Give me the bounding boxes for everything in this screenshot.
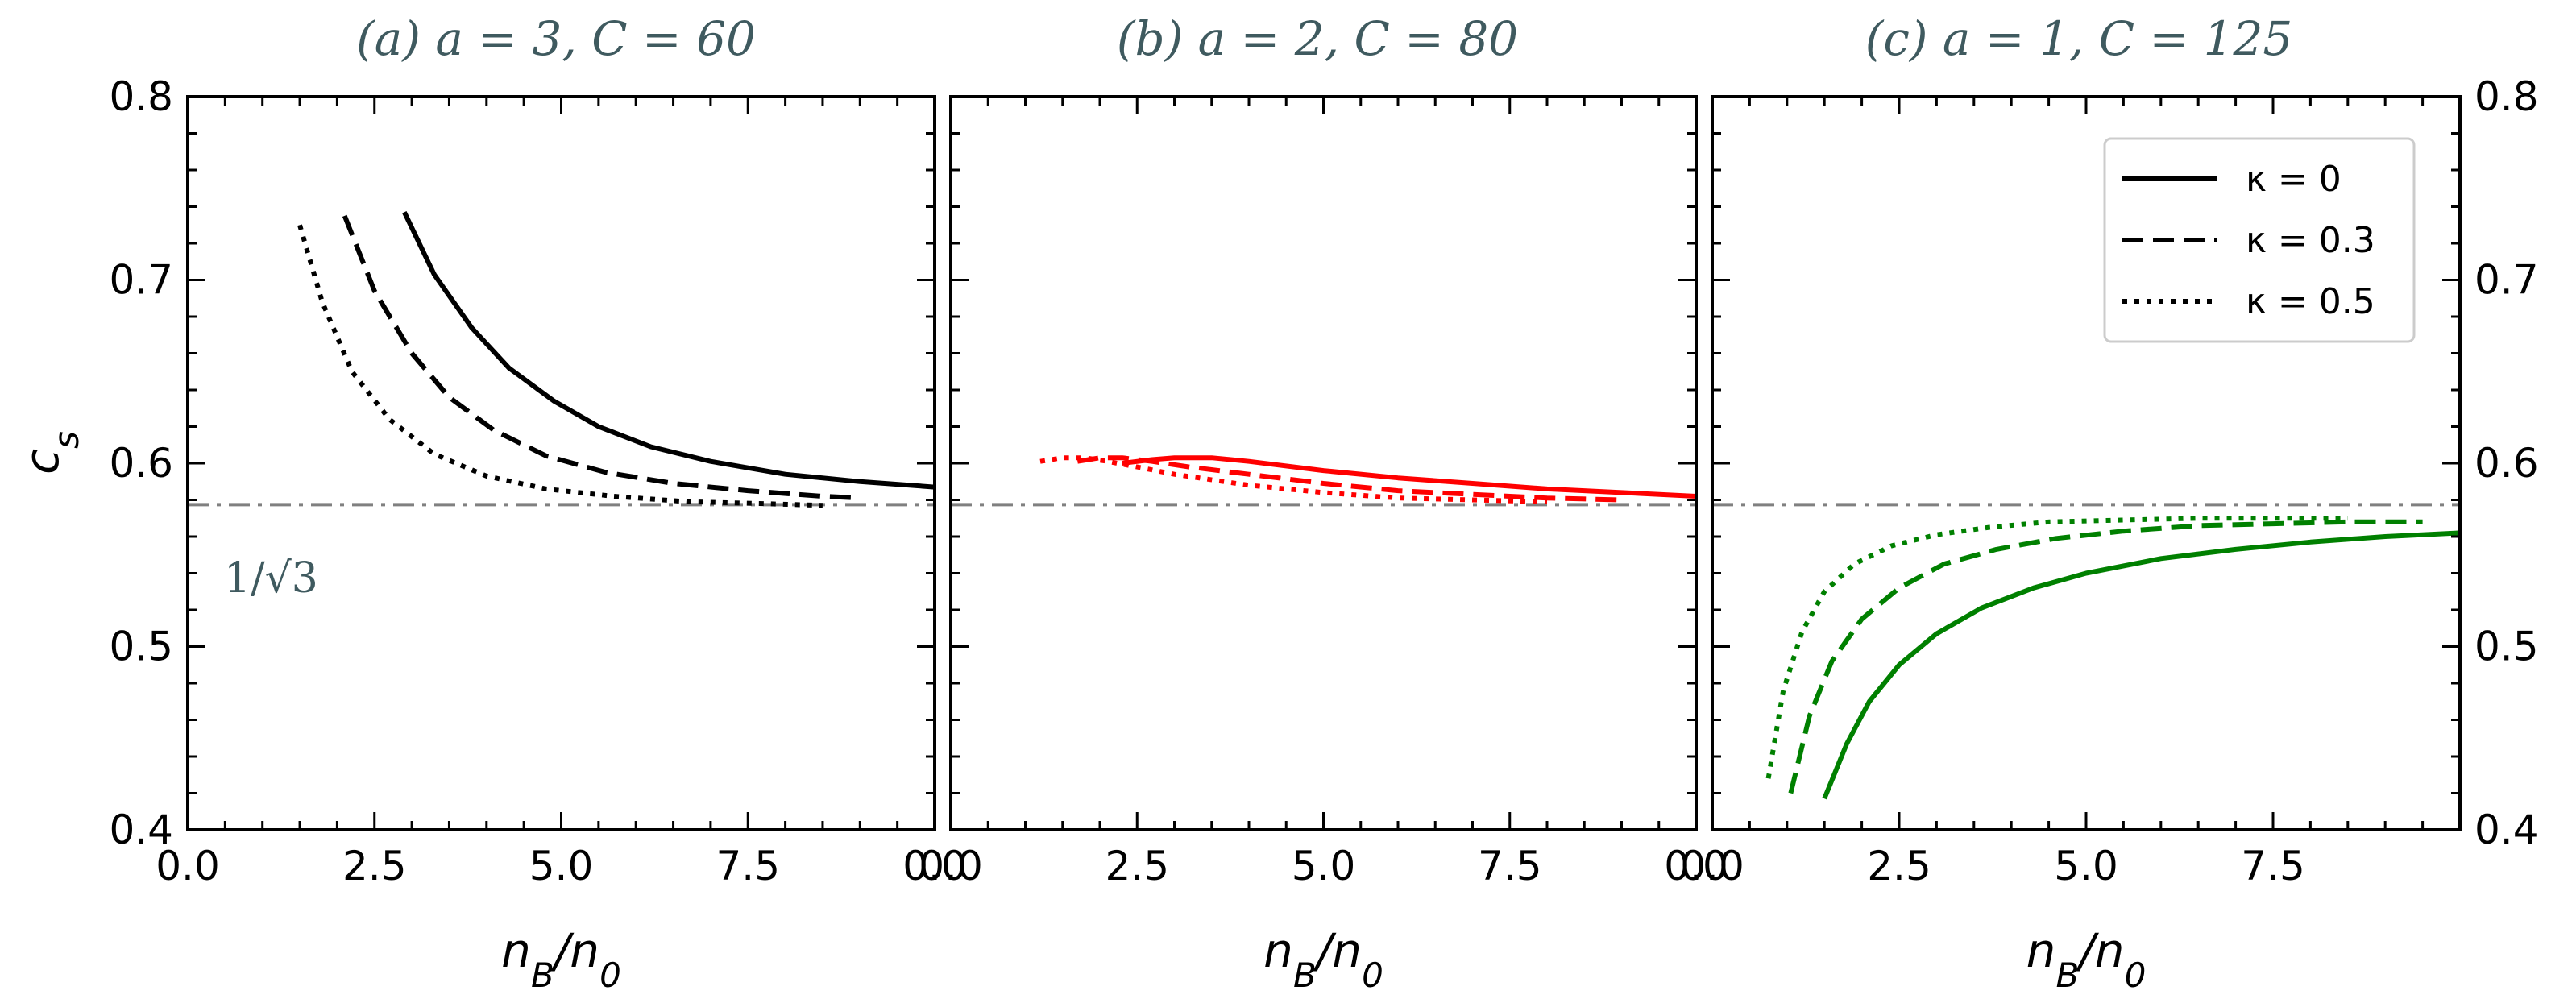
x-tick-label: 0.0 [902, 843, 967, 889]
y-tick-label-right: 0.4 [2474, 806, 2539, 853]
series-line-kappa-0 [402, 211, 935, 490]
x-tick-label: 0.0 [1680, 843, 1744, 889]
x-tick-label: 2.5 [342, 843, 407, 889]
plot-frame [949, 95, 1698, 831]
y-tick-label-right: 0.7 [2474, 257, 2539, 304]
series-line-kappa-0-5 [297, 224, 823, 508]
series-line-kappa-0-5 [1765, 516, 2348, 779]
y-tick-label-right: 0.8 [2474, 73, 2539, 120]
plot-frame [186, 95, 936, 831]
x-tick-label: 0.0 [919, 843, 983, 889]
legend-label: κ = 0 [2246, 159, 2342, 200]
y-tick-label: 0.8 [109, 73, 173, 120]
y-tick-label: 0.5 [109, 624, 173, 670]
x-tick-label: 0.0 [1664, 843, 1728, 889]
legend-label: κ = 0.5 [2246, 281, 2375, 322]
legend-box [2103, 137, 2416, 343]
y-tick-label-right: 0.5 [2474, 624, 2539, 670]
panel-a-title: (a) a = 3, C = 60 [356, 11, 756, 66]
x-axis-label: nB/n0 [1263, 923, 1383, 995]
series-line-kappa-0-3 [1076, 455, 1622, 503]
series-line-kappa-0-3 [1788, 519, 2423, 794]
x-axis-label: nB/n0 [501, 923, 621, 995]
legend-label: κ = 0.3 [2246, 220, 2375, 261]
y-tick-label: 0.6 [109, 440, 173, 487]
series-line-kappa-0 [1822, 530, 2460, 800]
x-tick-label: 2.5 [1105, 843, 1169, 889]
x-tick-label: 5.0 [2054, 843, 2118, 889]
panel-c-title: (c) a = 1, C = 125 [1865, 11, 2293, 66]
x-tick-label: 7.5 [1478, 843, 1542, 889]
x-tick-label: 2.5 [1867, 843, 1931, 889]
series-line-kappa-0-3 [342, 214, 861, 501]
x-tick-label: 7.5 [2241, 843, 2305, 889]
series-line-kappa-0-5 [1039, 455, 1548, 504]
panel-b-title: (b) a = 2, C = 80 [1117, 11, 1518, 66]
y-tick-label: 0.7 [109, 257, 173, 304]
x-axis-label: nB/n0 [2026, 923, 2147, 995]
x-tick-label: 0.0 [156, 843, 220, 889]
x-tick-label: 5.0 [529, 843, 594, 889]
y-tick-label-right: 0.6 [2474, 440, 2539, 487]
y-axis-label: cs [15, 431, 86, 475]
x-tick-label: 5.0 [1292, 843, 1356, 889]
y-tick-label: 0.4 [109, 806, 173, 853]
panel-b: 0.0 2.5 5.0 7.5 0.0 [919, 95, 1728, 889]
panel-c: 0.0 2.5 5.0 7.5 [1680, 95, 2462, 889]
series-line-kappa-0 [1122, 455, 1696, 499]
x-tick-label: 7.5 [716, 843, 780, 889]
panel-a: 0.0 2.5 5.0 7.5 0.0 [156, 95, 967, 889]
reference-line-label: 1/√3 [224, 554, 318, 603]
